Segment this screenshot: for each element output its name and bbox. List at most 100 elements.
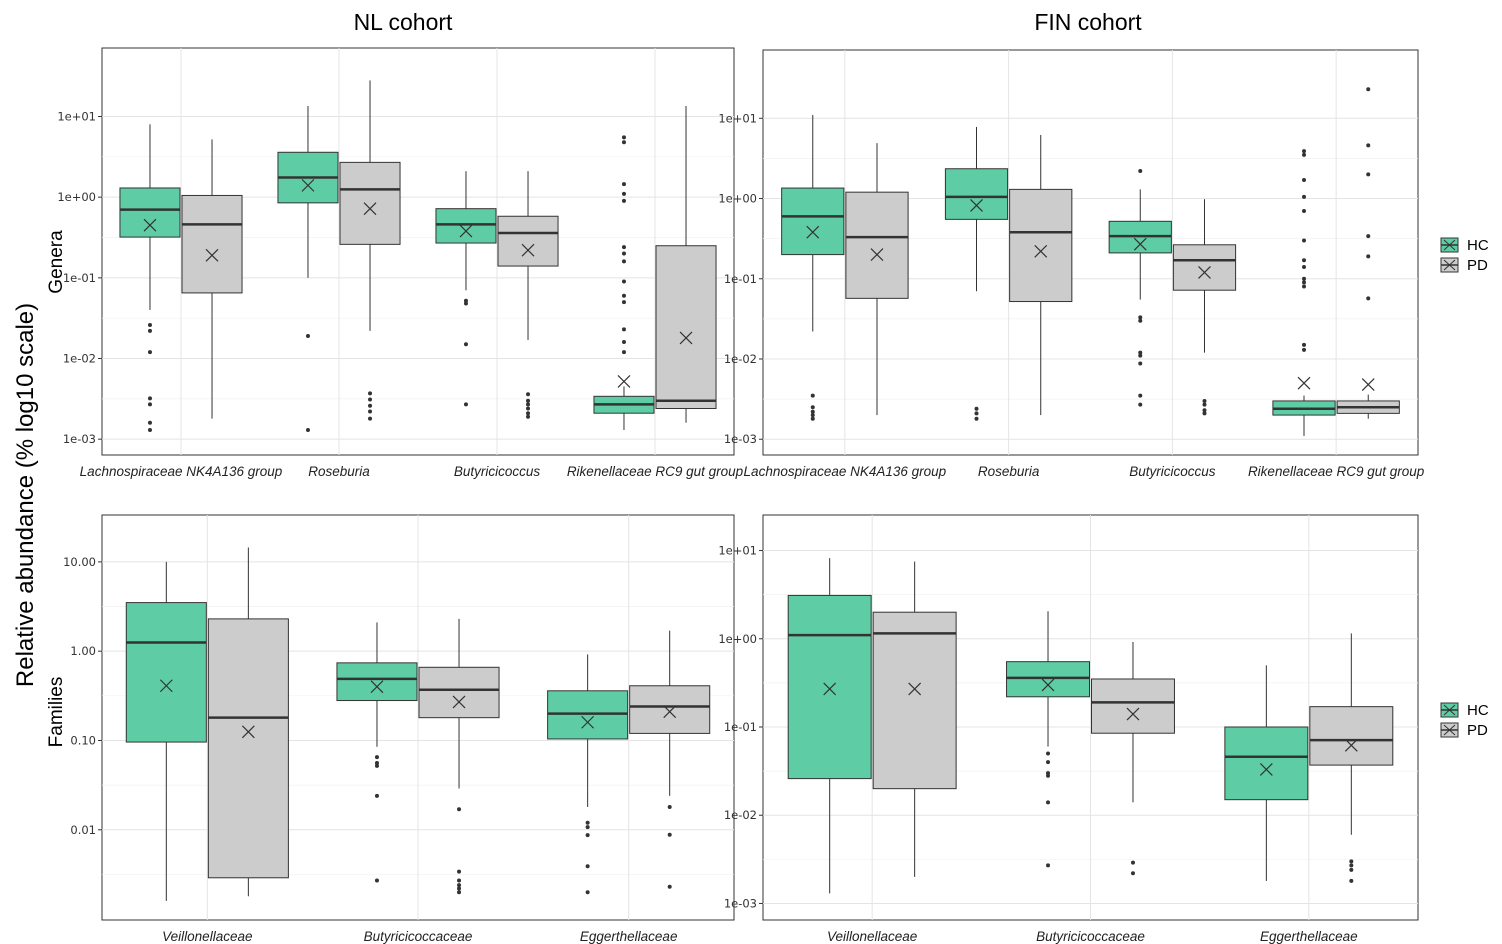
box-pd-2 (1091, 641, 1175, 876)
y-tick-label: 1e+00 (57, 190, 96, 204)
outlier-point (305, 334, 310, 339)
legend-mean-glyph (1443, 724, 1456, 736)
y-axis-title: Relative abundance (% log10 scale) (12, 303, 39, 687)
mean-marker (1034, 244, 1048, 258)
outlier-point (1302, 276, 1307, 281)
outlier-point (526, 402, 531, 407)
outlier-point (1202, 398, 1207, 403)
mean-marker (1041, 678, 1055, 692)
outlier-point (147, 323, 152, 328)
panel-4: 1e-03 1e-02 1e-01 1e+00 1e+01 Veillonellaceae… (718, 514, 1419, 944)
legend-mean-glyph (1443, 704, 1456, 716)
outlier-point (1046, 800, 1051, 805)
mean-marker (823, 682, 837, 696)
box-pd-3 (629, 630, 711, 889)
outlier-point (526, 392, 531, 397)
outlier-point (1138, 318, 1143, 323)
outlier-point (621, 293, 626, 298)
outlier-point (1349, 867, 1354, 872)
mean-marker (363, 202, 377, 216)
y-tick-label: 10.00 (63, 555, 96, 569)
outlier-point (1349, 859, 1354, 864)
outlier-point (1138, 402, 1143, 407)
mean-marker (1198, 265, 1211, 279)
y-tick-label: 0.01 (70, 823, 96, 837)
category-label: Butyricicoccaceae (1036, 929, 1145, 944)
outlier-point (374, 763, 379, 768)
category-label: Butyricicoccus (1129, 464, 1216, 479)
y-tick-label: 1e-02 (63, 352, 96, 366)
row-label-genera: Genera (46, 230, 67, 294)
outlier-point (147, 328, 152, 333)
outlier-point (621, 340, 626, 345)
outlier-point (305, 427, 310, 432)
outlier-point (621, 300, 626, 305)
outlier-point (457, 886, 462, 891)
outlier-point (621, 182, 626, 187)
outlier-point (1302, 208, 1307, 213)
box-body (1091, 678, 1175, 734)
outlier-point (1202, 408, 1207, 413)
mean-marker (159, 679, 173, 693)
outlier-point (526, 406, 531, 411)
outlier-point (1202, 402, 1207, 407)
outlier-point (1046, 863, 1051, 868)
outlier-point (374, 755, 379, 760)
mean-marker (521, 243, 535, 257)
row-label-families: Families (46, 677, 67, 748)
outlier-point (1302, 149, 1307, 154)
outlier-point (1130, 871, 1135, 876)
mean-marker (679, 331, 693, 345)
outlier-point (1302, 280, 1307, 285)
legend-entry-pd: PD (1440, 722, 1488, 739)
box-hc-4 (593, 135, 655, 430)
mean-marker (205, 248, 219, 262)
legend-1: HC PD (1440, 237, 1489, 274)
mean-marker (870, 248, 884, 262)
outlier-point (147, 427, 152, 432)
y-tick-label: 1e+01 (718, 544, 757, 558)
box-body (1006, 661, 1090, 698)
outlier-point (147, 350, 152, 355)
outlier-point (667, 804, 672, 809)
outlier-point (1366, 296, 1371, 301)
mean-marker (1126, 707, 1140, 721)
mean-marker (301, 178, 315, 192)
outlier-point (1046, 760, 1051, 765)
mean-marker (370, 680, 384, 694)
outlier-point (1349, 863, 1354, 868)
box-body (547, 690, 629, 740)
box-hc-2 (336, 622, 418, 883)
outlier-point (1138, 353, 1143, 358)
outlier-point (1202, 411, 1207, 416)
outlier-point (1302, 178, 1307, 183)
category-label: Rikenellaceae RC9 gut group (1248, 464, 1425, 479)
box-hc-2 (1006, 611, 1090, 868)
outlier-point (457, 807, 462, 812)
outlier-point (810, 416, 815, 421)
outlier-point (463, 402, 468, 407)
mean-marker (806, 225, 820, 239)
box-body (1172, 244, 1237, 291)
outlier-point (1046, 773, 1051, 778)
y-tick-label: 1e-02 (724, 808, 757, 822)
mean-marker (452, 695, 466, 709)
outlier-point (1302, 194, 1307, 199)
box-body (339, 161, 401, 245)
outlier-point (974, 411, 979, 416)
box-pd-3 (1309, 633, 1394, 883)
category-label: Butyricicoccus (454, 464, 541, 479)
outlier-point (1366, 143, 1371, 148)
outlier-point (810, 409, 815, 414)
box-pd-4 (1336, 87, 1400, 419)
legend-label: HC (1467, 702, 1489, 719)
outlier-point (368, 397, 373, 402)
box-hc-4 (1272, 149, 1336, 436)
y-tick-label: 1e-03 (724, 432, 757, 446)
outlier-point (621, 251, 626, 256)
outlier-point (621, 350, 626, 355)
mean-marker (1344, 738, 1358, 752)
box-hc-2 (277, 105, 339, 432)
box-pd-2 (418, 618, 500, 895)
